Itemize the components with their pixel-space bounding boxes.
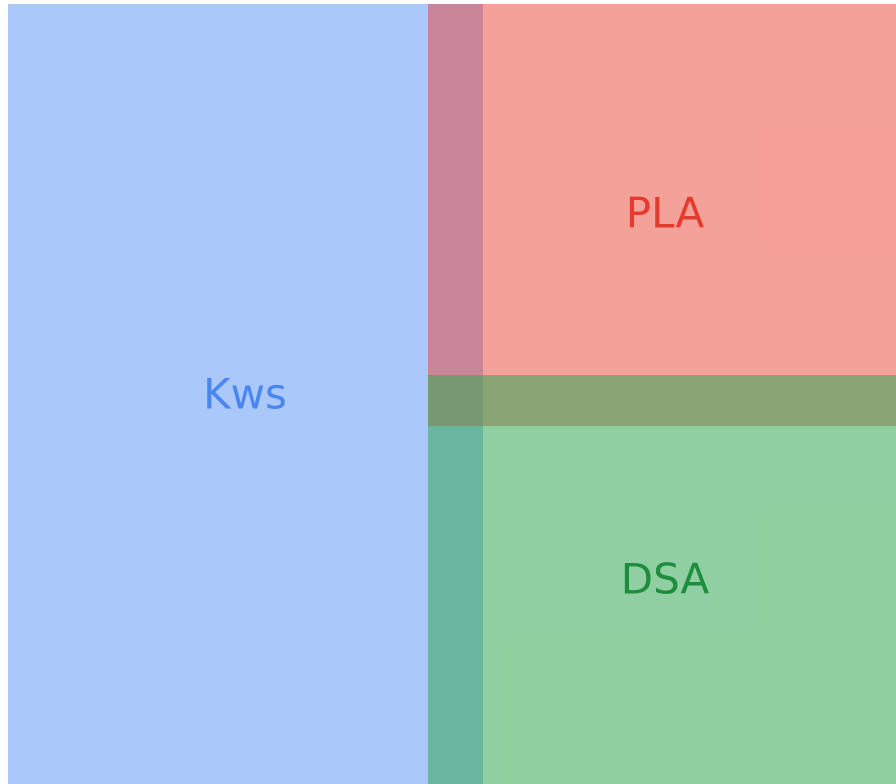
kws-region	[8, 4, 483, 784]
kws-label: Kws	[203, 370, 287, 419]
pla-region	[428, 4, 896, 426]
dsa-region	[428, 375, 896, 784]
pla-label: PLA	[626, 189, 705, 238]
dsa-label: DSA	[621, 555, 710, 604]
